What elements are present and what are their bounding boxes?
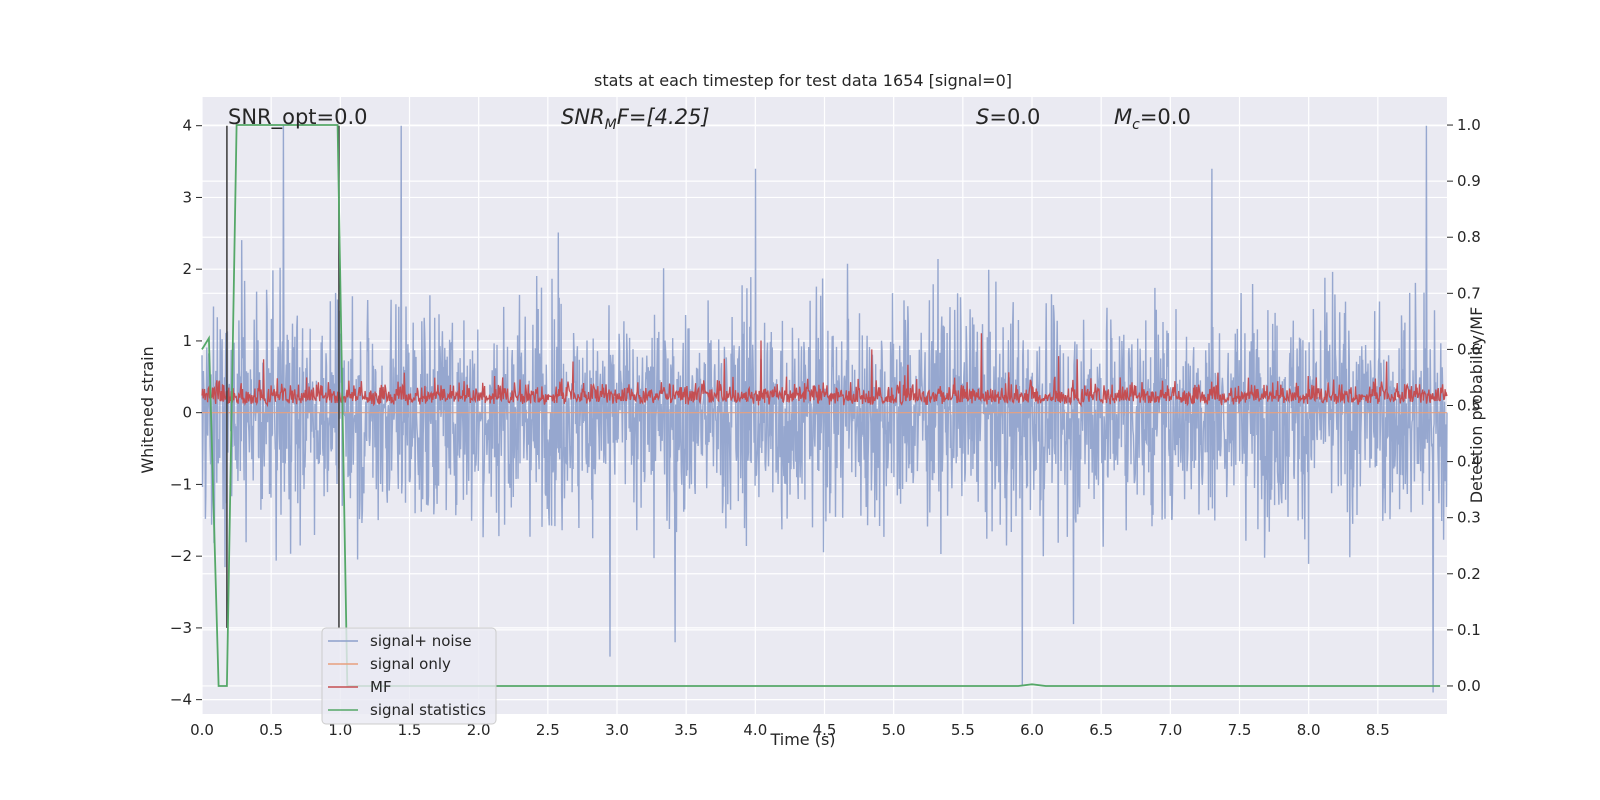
x-tick-label-10: 5.0	[882, 721, 906, 739]
legend: signal+ noise signal only MF signal stat…	[321, 627, 497, 725]
annotation-mc: Mc=0.0	[1114, 105, 1191, 133]
y-right-tick-label-5: 0.5	[1457, 397, 1481, 415]
y-left-tick-label-8: 4	[182, 117, 192, 135]
x-tick-label-3: 1.5	[398, 721, 422, 739]
x-tick-label-5: 2.5	[536, 721, 560, 739]
annotation-s-rest: =0.0	[989, 105, 1040, 129]
annotation-s-main: S	[976, 105, 989, 129]
x-tick-label-12: 6.0	[1020, 721, 1044, 739]
series-mf	[201, 333, 1448, 408]
y-left-tick-label-6: 2	[182, 260, 192, 278]
x-tick-label-8: 4.0	[743, 721, 767, 739]
legend-box	[321, 627, 497, 725]
y-left-tick-label-3: −1	[170, 475, 192, 493]
x-tick-label-2: 1.0	[328, 721, 352, 739]
legend-label-mf: MF	[370, 678, 392, 696]
y-left-tick-label-0: −4	[170, 691, 192, 709]
line-mf	[201, 333, 1448, 408]
x-tick-label-6: 3.0	[605, 721, 629, 739]
y-left-tick-label-5: 1	[182, 332, 192, 350]
annotation-snr-mf-sub: M	[605, 117, 617, 133]
y-left-axis-label: Whitened strain	[138, 346, 157, 473]
y-right-tick-label-6: 0.6	[1457, 340, 1481, 358]
annotation-mc-sub: c	[1132, 117, 1140, 133]
annotation-mc-rest: =0.0	[1140, 105, 1191, 129]
x-tick-label-4: 2.0	[467, 721, 491, 739]
y-right-axis-label: Detection probability/MF	[1467, 307, 1486, 504]
y-left-tick-label-4: 0	[182, 404, 192, 422]
x-axis-ticks: 0.0 0.5 1.0 1.5 2.0 2.5 3.0 3.5 4.0 4.5 5.0 5.5 6.0 6…	[190, 721, 1390, 739]
annotation-snr-opt: SNR_opt=0.0	[228, 105, 368, 130]
y-right-tick-label-4: 0.4	[1457, 453, 1481, 471]
annotation-mc-main: M	[1114, 105, 1132, 129]
chart-title: stats at each timestep for test data 165…	[594, 71, 1012, 90]
annotation-snr-mf-rest: F=[4.25]	[617, 105, 710, 129]
annotation-snr-mf-main: SNR	[561, 105, 605, 129]
y-right-tick-label-8: 0.8	[1457, 228, 1481, 246]
x-tick-label-13: 6.5	[1089, 721, 1113, 739]
annotation-s: S=0.0	[976, 105, 1040, 129]
x-tick-label-15: 7.5	[1228, 721, 1252, 739]
x-tick-label-11: 5.5	[951, 721, 975, 739]
y-right-tick-label-1: 0.1	[1457, 621, 1481, 639]
annotation-snr-mf: SNRMF=[4.25]	[561, 105, 710, 133]
y-left-tick-label-7: 3	[182, 188, 192, 206]
x-tick-label-1: 0.5	[259, 721, 283, 739]
y-left-tick-label-2: −2	[170, 547, 192, 565]
y-left-axis-ticks: −4 −3 −2 −1 0 1 2 3 4	[170, 117, 202, 709]
legend-label-signal-only: signal only	[370, 655, 451, 673]
y-right-axis-ticks: 0.0 0.1 0.2 0.3 0.4 0.5 0.6 0.7 0.8 0.9 1.0	[1447, 116, 1481, 695]
x-tick-label-9: 4.5	[813, 721, 837, 739]
x-tick-label-0: 0.0	[190, 721, 214, 739]
legend-label-signal-noise: signal+ noise	[370, 632, 472, 650]
y-right-tick-label-3: 0.3	[1457, 509, 1481, 527]
y-left-tick-label-1: −3	[170, 619, 192, 637]
legend-label-signal-statistics: signal statistics	[370, 701, 486, 719]
y-right-tick-label-10: 1.0	[1457, 116, 1481, 134]
x-axis-label: Time (s)	[769, 730, 835, 749]
y-right-tick-label-9: 0.9	[1457, 172, 1481, 190]
y-right-tick-label-2: 0.2	[1457, 565, 1481, 583]
x-tick-label-7: 3.5	[674, 721, 698, 739]
x-tick-label-16: 8.0	[1297, 721, 1321, 739]
x-tick-label-17: 8.5	[1366, 721, 1390, 739]
x-tick-label-14: 7.0	[1158, 721, 1182, 739]
y-right-tick-label-0: 0.0	[1457, 677, 1481, 695]
y-right-tick-label-7: 0.7	[1457, 284, 1481, 302]
